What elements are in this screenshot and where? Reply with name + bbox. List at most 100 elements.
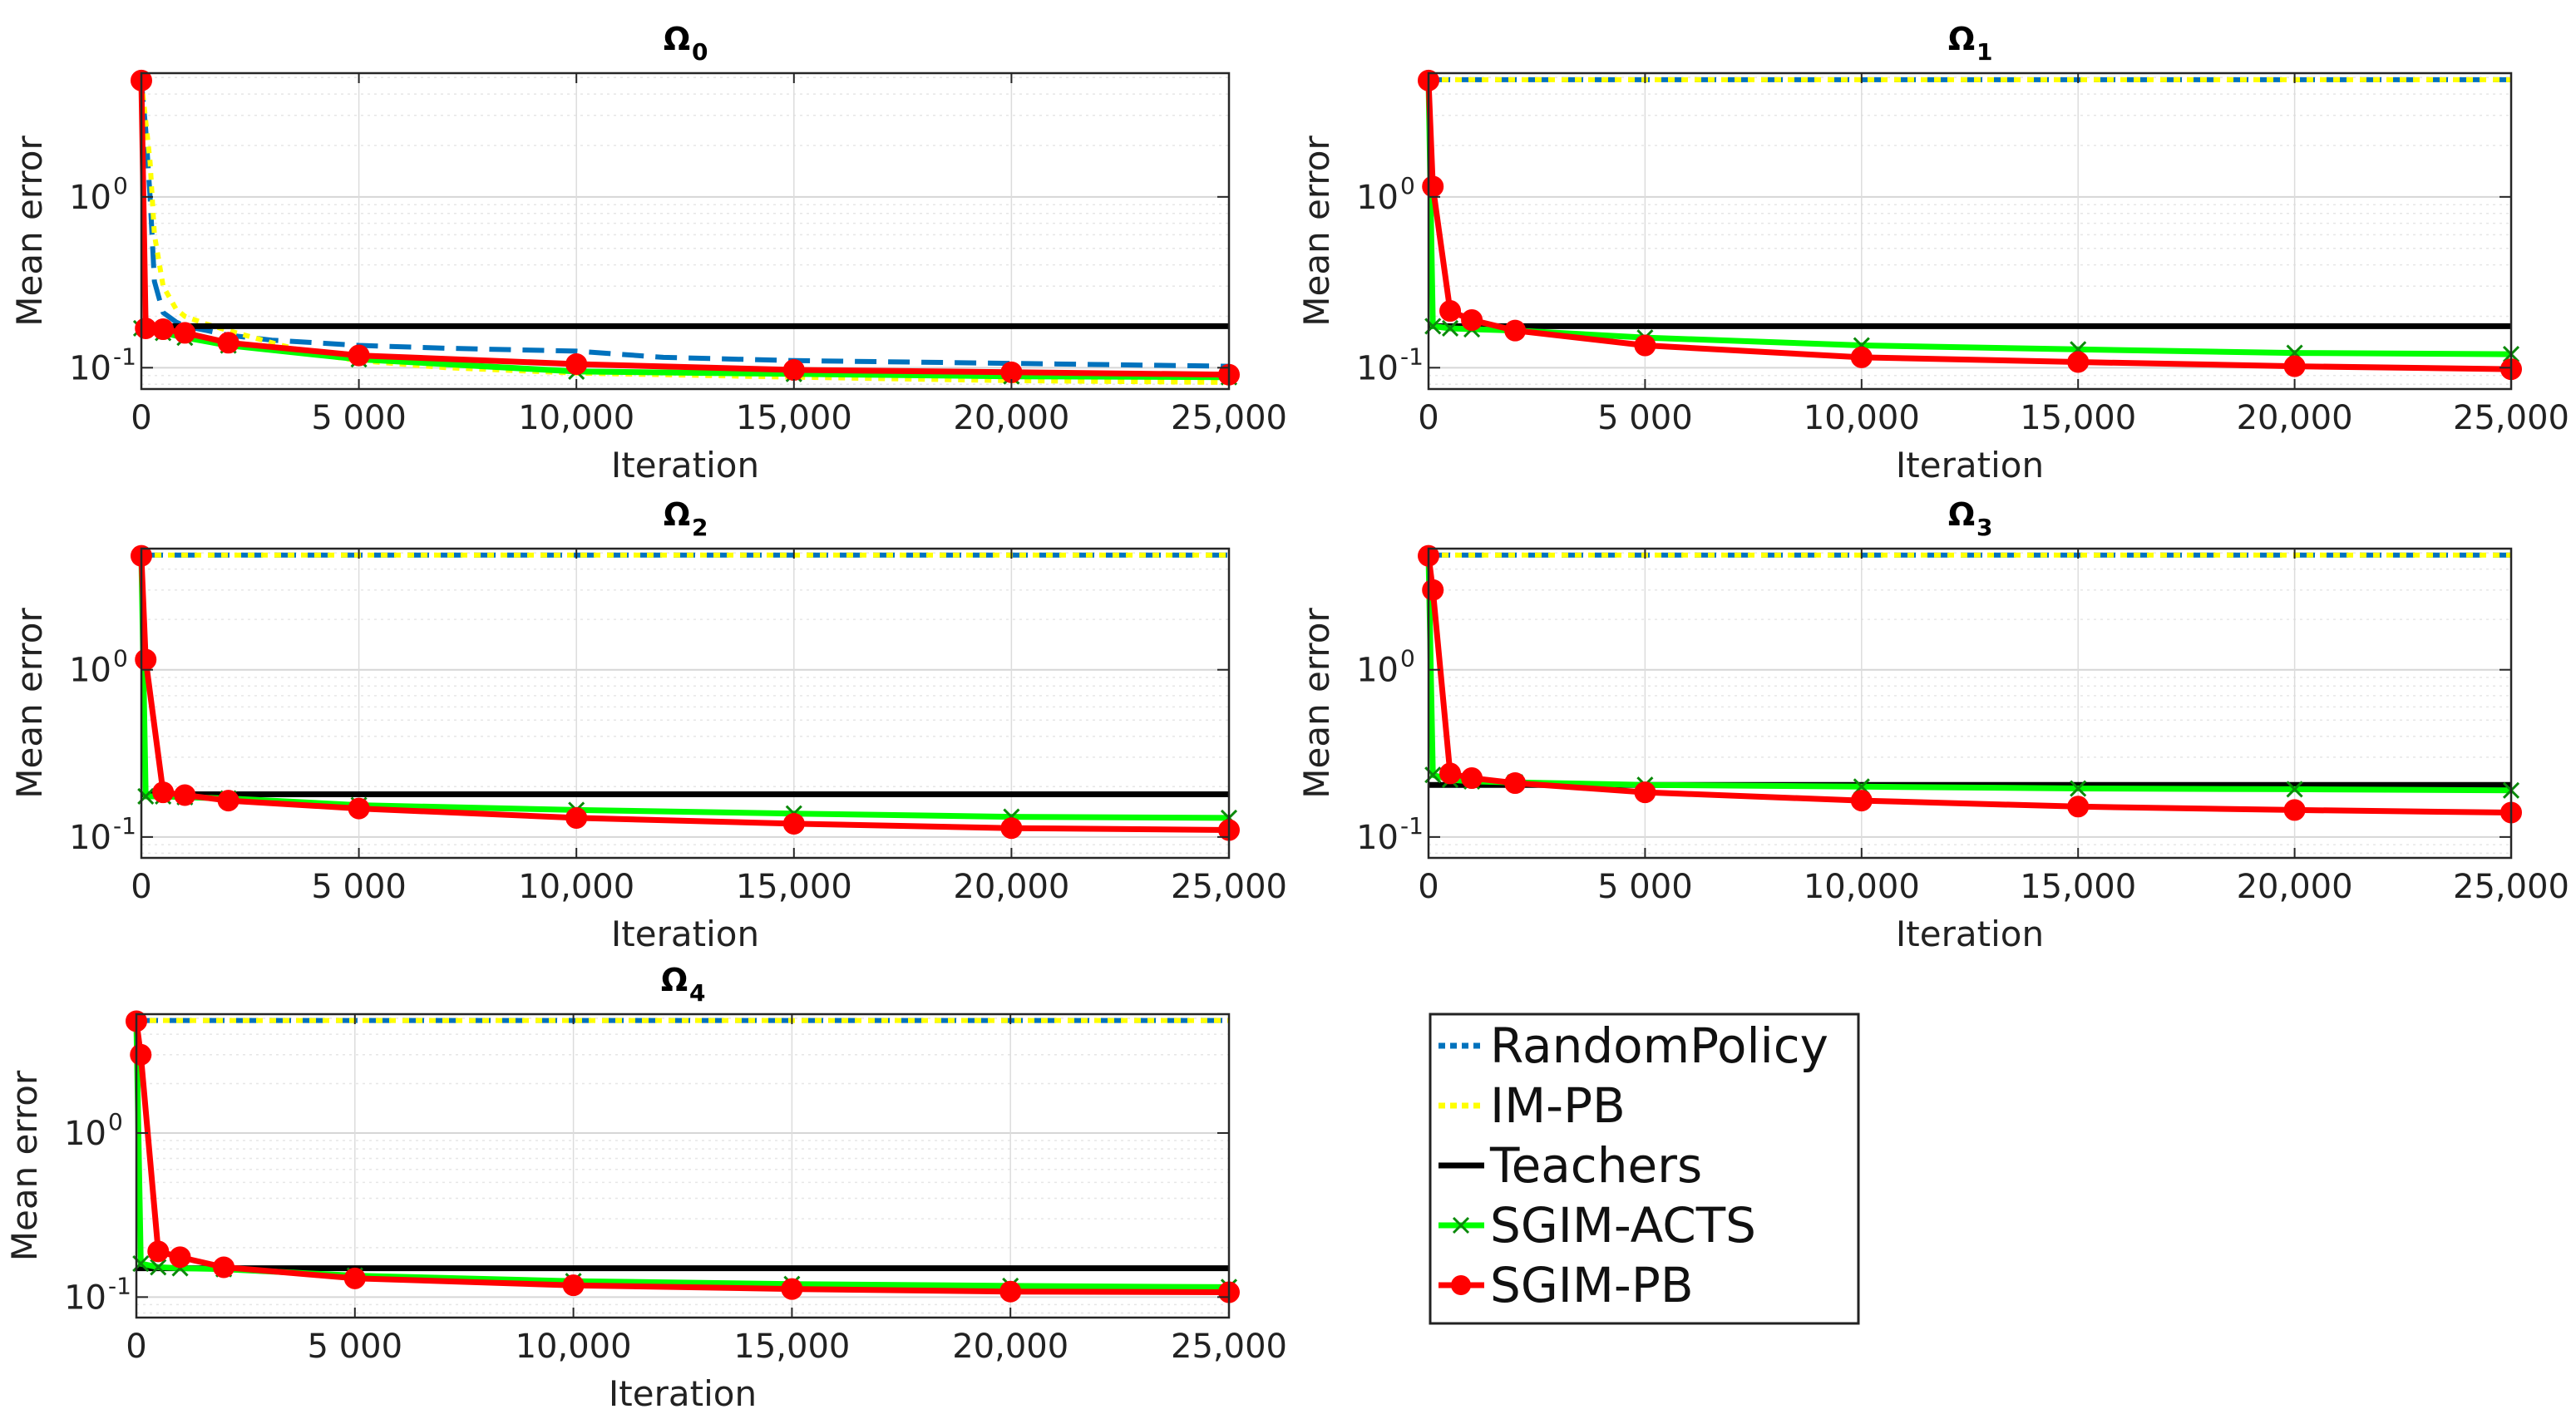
- axes-box: [135, 1013, 1231, 1319]
- legend: RandomPolicyIM-PBTeachersSGIM-ACTSSGIM-P…: [1429, 1013, 1860, 1325]
- data-point-sgim-pb: [174, 322, 196, 344]
- data-point-sgim-pb: [2283, 799, 2306, 821]
- data-point-sgim-pb: [1504, 319, 1527, 342]
- data-point-sgim-acts: [150, 1259, 167, 1276]
- y-axis-label: Mean error: [1296, 608, 1337, 799]
- data-point-sgim-pb: [174, 784, 196, 806]
- subplot-title-subscript: 0: [692, 38, 708, 66]
- legend-label: Teachers: [1489, 1137, 1702, 1194]
- series-line-sgim-pb: [133, 1021, 1230, 1295]
- y-tick-label: 10: [69, 349, 111, 387]
- subplot-title-subscript: 3: [1976, 514, 1992, 541]
- x-tick-label: 10,000: [518, 868, 634, 906]
- data-point-sgim-pb: [1422, 579, 1444, 601]
- y-tick-label-exponent: -1: [1400, 342, 1424, 370]
- series-line-sgim-pb: [1425, 80, 2512, 372]
- x-tick-label: 10,000: [1804, 399, 1920, 437]
- subplot-title: Ω: [1948, 496, 1975, 533]
- y-tick-label-exponent: 0: [113, 172, 128, 200]
- x-tick-label: 20,000: [2237, 868, 2353, 906]
- subplot-title: Ω: [1948, 21, 1975, 57]
- y-tick-label-exponent: 0: [1400, 645, 1415, 673]
- data-point-sgim-acts: [2070, 780, 2087, 797]
- legend-label: RandomPolicy: [1490, 1017, 1828, 1074]
- data-point-sgim-pb: [135, 648, 157, 671]
- data-point-sgim-pb: [1439, 300, 1462, 323]
- axes-box: [140, 71, 1231, 391]
- subplot-title: Ω: [664, 21, 690, 57]
- x-tick-label: 25,000: [2453, 868, 2569, 906]
- x-tick-label: 15,000: [2020, 399, 2136, 437]
- data-point-sgim-pb: [348, 344, 370, 367]
- data-point-sgim-pb: [152, 318, 175, 341]
- x-tick-label: 25,000: [1171, 868, 1287, 906]
- x-tick-label: 0: [1418, 868, 1439, 906]
- y-tick-label-exponent: -1: [108, 1272, 131, 1299]
- x-tick-label: 20,000: [953, 399, 1069, 437]
- x-tick-label: 0: [131, 399, 151, 437]
- y-axis-label: Mean error: [1296, 135, 1337, 327]
- data-point-sgim-pb: [565, 806, 588, 829]
- y-tick-label-exponent: -1: [113, 342, 136, 370]
- data-point-sgim-acts: [2286, 781, 2303, 798]
- data-point-sgim-pb: [562, 1274, 585, 1297]
- x-tick-label: 20,000: [952, 1328, 1068, 1366]
- y-axis-label: Mean error: [9, 608, 50, 799]
- x-tick-label: 0: [131, 868, 151, 906]
- data-point-sgim-pb: [130, 1043, 152, 1066]
- y-axis-label: Mean error: [4, 1070, 45, 1261]
- data-point-sgim-pb: [213, 1256, 235, 1279]
- subplot-title-subscript: 4: [689, 979, 705, 1007]
- series-line-sgim-pb: [1425, 555, 2512, 815]
- subplot-title: Ω: [661, 962, 688, 998]
- data-point-sgim-pb: [343, 1267, 366, 1289]
- y-tick-label: 10: [69, 652, 111, 690]
- y-tick-label: 10: [69, 819, 111, 857]
- data-point-sgim-pb: [217, 332, 239, 354]
- y-axis-label: Mean error: [9, 135, 50, 327]
- x-tick-label: 10,000: [1804, 868, 1920, 906]
- x-tick-label: 5 000: [1597, 868, 1693, 906]
- data-point-sgim-pb: [1461, 309, 1483, 332]
- data-point-sgim-pb: [1422, 175, 1444, 198]
- subplot-title: Ω: [664, 496, 690, 533]
- legend-label: SGIM-ACTS: [1490, 1197, 1756, 1254]
- y-tick-label: 10: [1356, 349, 1399, 387]
- data-point-sgim-pb: [1634, 334, 1656, 357]
- data-point-sgim-pb: [1850, 346, 1873, 368]
- axes-box: [1427, 547, 2513, 860]
- data-point-sgim-pb: [152, 781, 175, 804]
- data-point-sgim-pb: [782, 359, 805, 382]
- data-point-sgim-pb: [782, 812, 805, 835]
- data-point-sgim-pb: [999, 1280, 1022, 1303]
- x-tick-label: 0: [126, 1328, 146, 1366]
- x-axis-label: Iteration: [611, 914, 759, 954]
- data-point-sgim-pb: [781, 1278, 803, 1300]
- series-line-sgim-pb: [138, 555, 1230, 833]
- data-point-sgim-pb: [565, 352, 588, 375]
- x-tick-label: 20,000: [953, 868, 1069, 906]
- x-tick-label: 25,000: [1171, 1328, 1287, 1366]
- data-point-sgim-pb: [1850, 790, 1873, 812]
- legend-label: IM-PB: [1490, 1077, 1626, 1134]
- x-tick-label: 15,000: [2020, 868, 2136, 906]
- series-line-sgim-acts: [1425, 80, 2512, 357]
- series-line-randompolicy: [139, 80, 1230, 369]
- y-tick-label-exponent: -1: [113, 812, 136, 840]
- y-tick-label: 10: [64, 1115, 106, 1153]
- subplot-title-subscript: 2: [692, 514, 708, 541]
- x-axis-label: Iteration: [611, 445, 759, 485]
- y-tick-label: 10: [1356, 819, 1399, 857]
- data-point-sgim-pb: [2067, 796, 2090, 818]
- x-axis-label: Iteration: [1896, 445, 2044, 485]
- data-point-sgim-pb: [147, 1240, 170, 1263]
- data-point-sgim-pb: [1461, 767, 1483, 790]
- legend-box: [1429, 1013, 1860, 1325]
- axes-box: [140, 547, 1231, 860]
- data-point-sgim-pb: [1000, 817, 1023, 840]
- data-point-sgim-pb: [1634, 781, 1656, 804]
- x-tick-label: 10,000: [518, 399, 634, 437]
